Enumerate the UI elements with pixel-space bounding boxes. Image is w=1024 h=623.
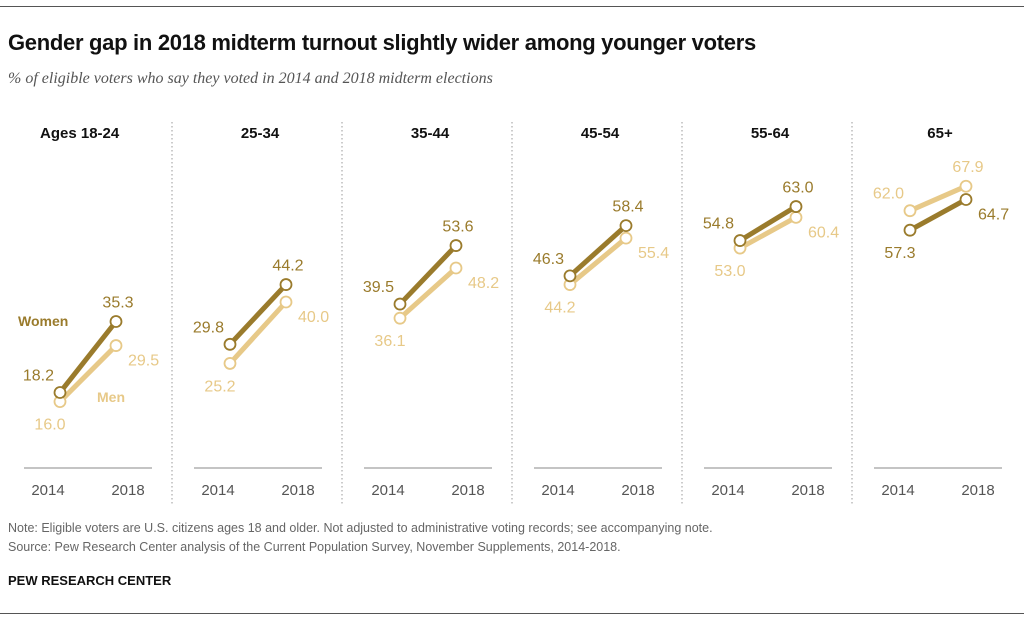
women-point: [563, 269, 577, 283]
women-data-label: 54.8: [703, 216, 734, 233]
men-point: [449, 261, 463, 275]
x-tick-label: 2014: [711, 482, 744, 499]
men-data-label: 25.2: [204, 378, 235, 395]
panel-title: 45-54: [581, 125, 620, 142]
women-data-label: 18.2: [23, 367, 54, 384]
men-data-label: 36.1: [374, 333, 405, 350]
men-line: [738, 215, 798, 251]
men-point: [903, 204, 917, 218]
chart-subtitle: % of eligible voters who say they voted …: [8, 70, 493, 87]
women-data-label: 29.8: [193, 319, 224, 336]
x-tick-label: 2014: [541, 482, 574, 499]
x-tick-label: 2018: [961, 482, 994, 499]
x-tick-label: 2018: [451, 482, 484, 499]
women-data-label: 63.0: [782, 180, 813, 197]
men-data-label: 60.4: [808, 224, 839, 241]
men-line: [568, 236, 628, 287]
men-data-label: 44.2: [544, 300, 575, 317]
men-data-label: 62.0: [873, 186, 904, 203]
women-point: [789, 200, 803, 213]
women-line: [58, 319, 118, 395]
men-line: [398, 266, 458, 321]
legend-women: Women: [18, 313, 68, 329]
men-data-label: 16.0: [34, 417, 65, 434]
men-point: [789, 210, 803, 224]
men-line: [228, 300, 288, 366]
chart-title: Gender gap in 2018 midterm turnout sligh…: [8, 30, 756, 55]
x-tick-label: 2018: [111, 482, 144, 499]
women-data-label: 46.3: [533, 251, 564, 268]
women-data-label: 53.6: [442, 219, 473, 236]
men-data-label: 29.5: [128, 353, 159, 370]
women-data-label: 58.4: [612, 199, 643, 216]
men-point: [619, 231, 633, 245]
x-tick-label: 2018: [281, 482, 314, 499]
x-tick-label: 2018: [621, 482, 654, 499]
women-point: [959, 193, 973, 206]
women-point: [279, 278, 293, 291]
men-data-label: 53.0: [714, 263, 745, 280]
panel-title: Ages 18-24: [40, 125, 120, 142]
men-point: [223, 357, 237, 370]
women-data-label: 64.7: [978, 206, 1009, 223]
women-line: [908, 197, 968, 233]
bottom-rule: [0, 613, 1024, 614]
men-line: [908, 183, 968, 213]
women-point: [449, 239, 463, 252]
panel-title: 65+: [927, 125, 953, 142]
women-data-label: 44.2: [272, 258, 303, 275]
men-data-label: 67.9: [952, 159, 983, 176]
x-tick-label: 2018: [791, 482, 824, 499]
source-text: Source: Pew Research Center analysis of …: [8, 540, 621, 554]
women-line: [568, 223, 628, 278]
women-data-label: 35.3: [102, 295, 133, 312]
panel-title: 35-44: [411, 125, 450, 142]
men-point: [959, 179, 973, 193]
women-point: [619, 219, 633, 233]
x-tick-label: 2014: [881, 482, 914, 499]
men-line: [58, 343, 118, 404]
x-tick-label: 2014: [371, 482, 404, 499]
men-point: [109, 339, 123, 352]
panel-title: 55-64: [751, 125, 790, 142]
men-data-label: 40.0: [298, 309, 329, 326]
note-text: Note: Eligible voters are U.S. citizens …: [8, 521, 713, 535]
women-point: [109, 315, 123, 328]
men-data-label: 55.4: [638, 245, 669, 262]
chart-area: Ages 18-24 2014 2018 16.0 29.5 18.2 35.3 Women M…: [18, 122, 1009, 505]
women-data-label: 39.5: [363, 279, 394, 296]
panel-title: 25-34: [241, 125, 280, 142]
women-point: [733, 234, 747, 247]
legend-men: Men: [97, 389, 125, 405]
women-point: [903, 223, 917, 237]
chart-notes: Note: Eligible voters are U.S. citizens …: [8, 519, 713, 557]
x-tick-label: 2014: [31, 482, 64, 499]
top-rule: [0, 6, 1024, 7]
women-line: [398, 243, 458, 306]
women-point: [393, 297, 407, 311]
men-data-label: 48.2: [468, 275, 499, 292]
women-data-label: 57.3: [884, 245, 915, 262]
women-point: [53, 386, 67, 399]
women-point: [223, 337, 237, 351]
x-tick-label: 2014: [201, 482, 234, 499]
women-line: [738, 204, 798, 243]
women-line: [228, 282, 288, 347]
men-point: [393, 311, 407, 325]
brand-label: PEW RESEARCH CENTER: [8, 573, 172, 588]
men-point: [279, 295, 293, 309]
